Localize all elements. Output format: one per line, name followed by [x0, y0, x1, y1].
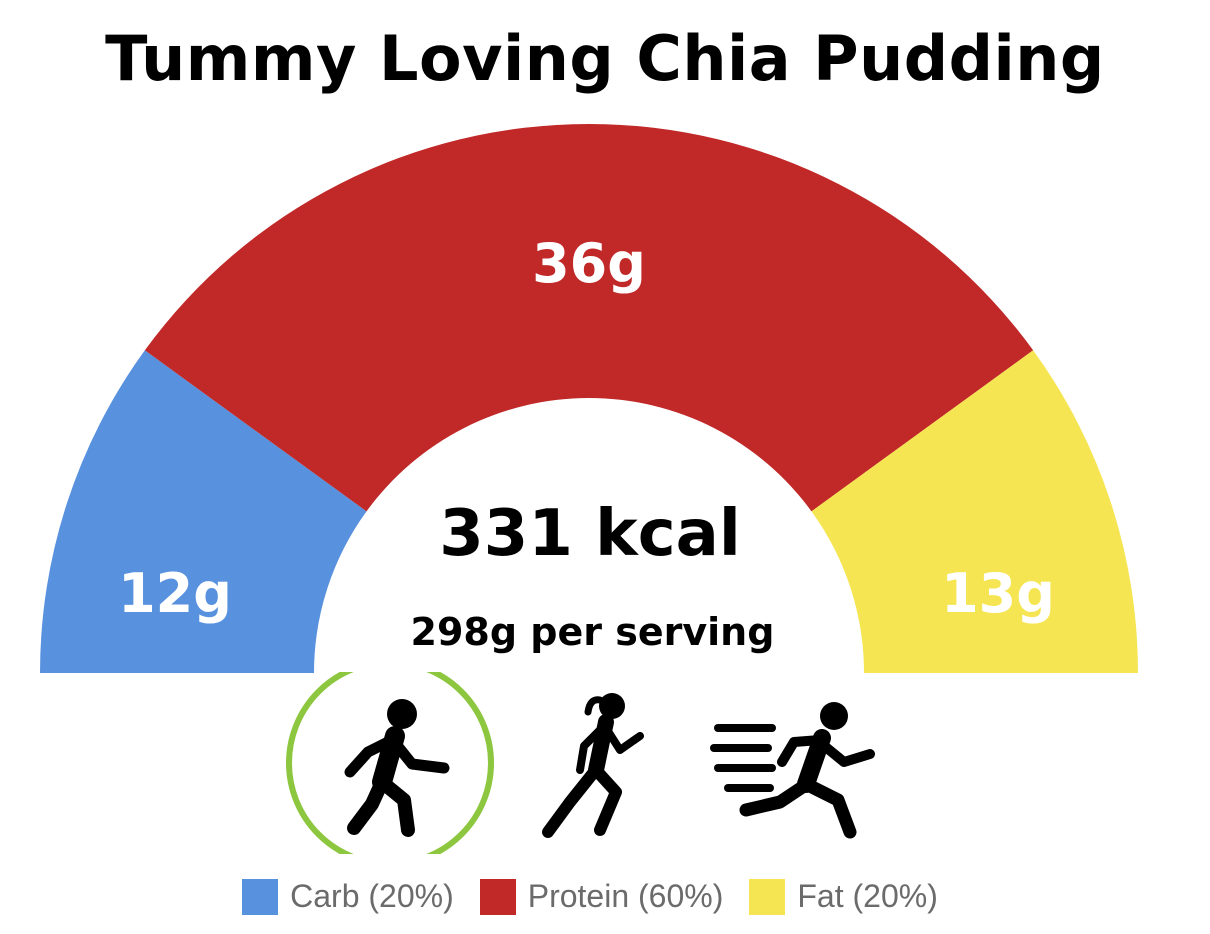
- slice-protein: [144, 123, 1034, 512]
- legend-label-protein: Protein (60%): [527, 878, 724, 914]
- serving-size: 298g per serving: [410, 610, 775, 654]
- macro-gauge: 12g 36g 13g: [40, 123, 1138, 673]
- legend-item-fat: Fat (20%): [749, 878, 938, 915]
- jogging-woman-icon: [542, 693, 644, 838]
- calorie-total: 331 kcal: [439, 497, 741, 571]
- chart-legend: Carb (20%) Protein (60%) Fat (20%): [0, 878, 1180, 915]
- legend-item-protein: Protein (60%): [479, 878, 724, 915]
- slice-carb: [40, 350, 367, 673]
- sprinting-person-icon: [710, 702, 875, 839]
- legend-swatch-fat: [749, 878, 786, 915]
- slice-label-protein: 36g: [532, 232, 646, 295]
- legend-swatch-protein: [479, 878, 516, 915]
- selection-ring: [286, 672, 494, 854]
- legend-item-carb: Carb (20%): [242, 878, 454, 915]
- legend-label-carb: Carb (20%): [290, 878, 454, 914]
- slice-label-fat: 13g: [941, 562, 1055, 625]
- legend-swatch-carb: [242, 878, 279, 915]
- slice-fat: [811, 350, 1138, 673]
- legend-label-fat: Fat (20%): [797, 878, 938, 914]
- walking-person-icon: [286, 672, 494, 854]
- slice-label-carb: 12g: [118, 562, 232, 625]
- chart-title: Tummy Loving Chia Pudding: [105, 22, 1105, 95]
